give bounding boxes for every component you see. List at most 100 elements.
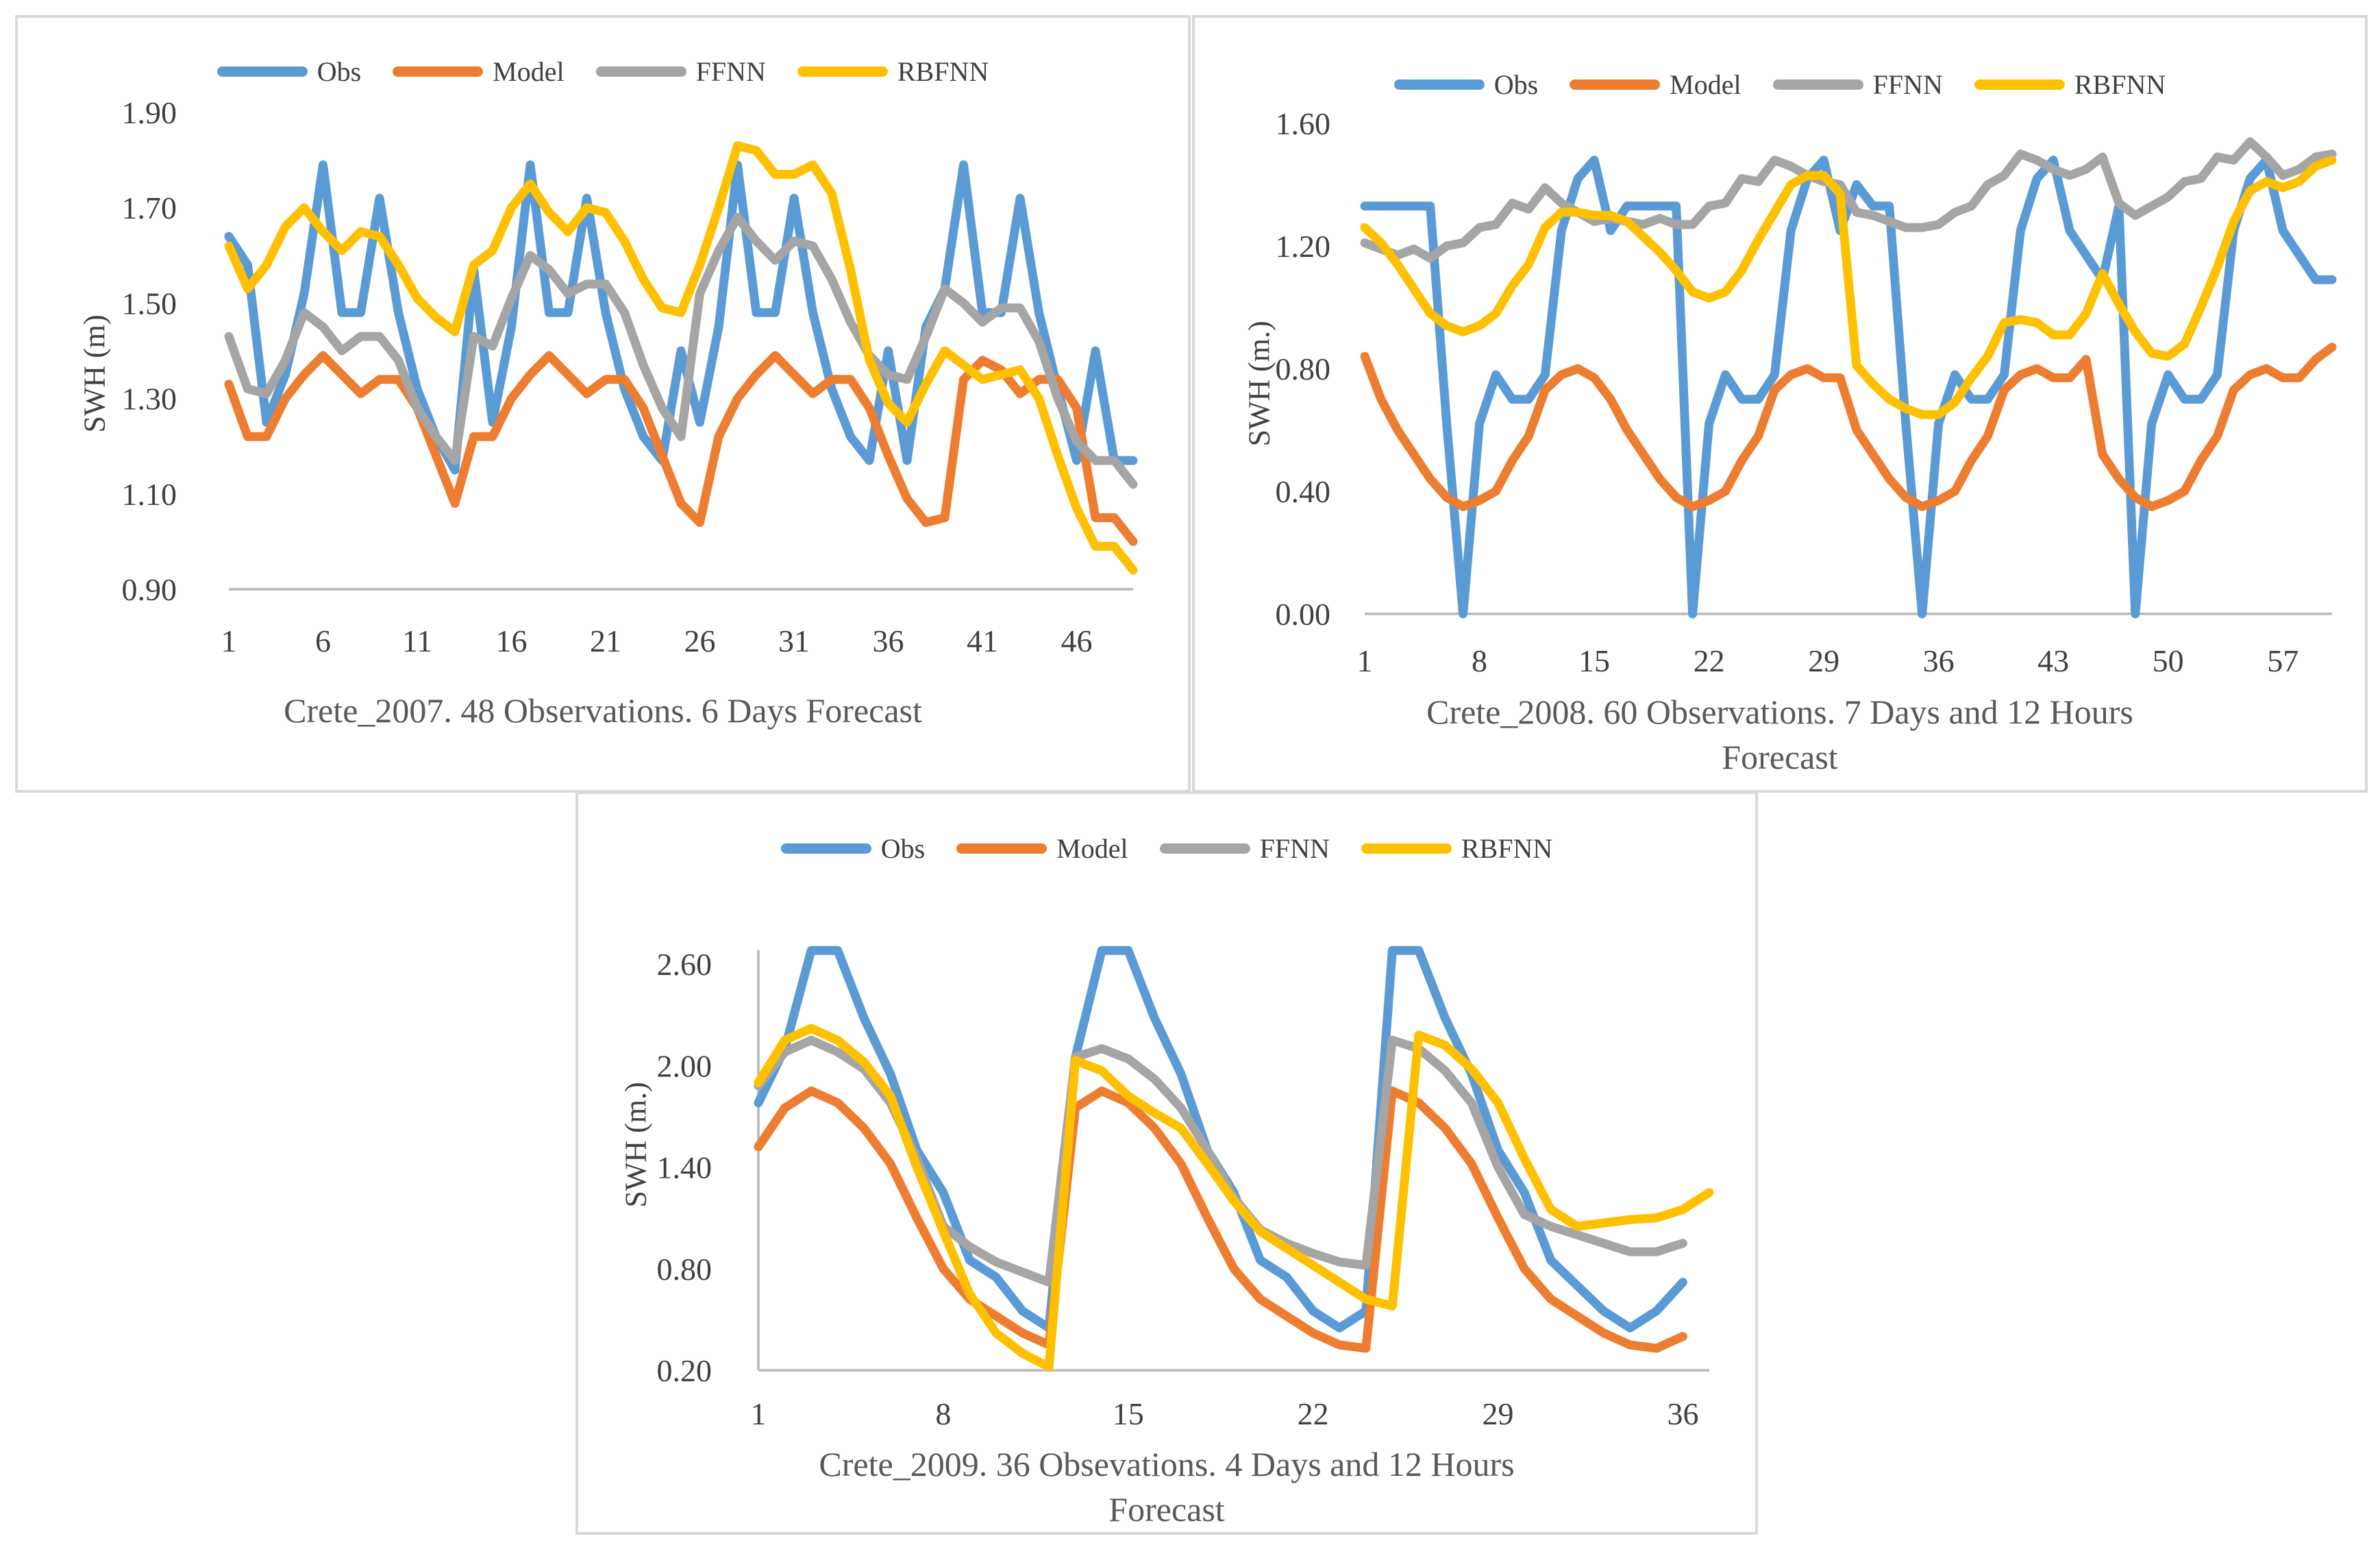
x-tick-label: 57: [2267, 643, 2298, 678]
y-tick-label: 1.50: [122, 286, 177, 321]
y-tick-label: 0.90: [122, 572, 177, 607]
x-tick-label: 1: [1357, 643, 1373, 678]
x-tick-label: 11: [402, 623, 432, 658]
series-line-rbfnn: [754, 1024, 1714, 1372]
legend-label-model: Model: [493, 56, 565, 87]
chart-panel-2009: Obs Model FFNN RBFNN SWH (m.) 0.20 0.80 1.…: [575, 791, 1758, 1535]
chart-title: Crete_2008. 60 Observations. 7 Days and …: [1195, 689, 2365, 780]
line-chart-2007: 0.901.101.301.501.701.901 6 11 16 21 26 31 36 41…: [122, 95, 1138, 658]
x-tick-label: 22: [1298, 1396, 1329, 1431]
legend: Obs Model FFNN RBFNN: [18, 55, 1188, 88]
x-tick-label: 29: [1808, 643, 1839, 678]
legend-swatch-obs: [780, 843, 871, 854]
legend-item-model: Model: [1570, 69, 1741, 101]
x-tick-label: 26: [684, 623, 716, 658]
legend-label-rbfnn: RBFNN: [1461, 833, 1553, 864]
legend-label-ffnn: FFNN: [1259, 833, 1330, 864]
legend: Obs Model FFNN RBFNN: [578, 832, 1755, 865]
chart-title-line-1: Crete_2009. 36 Obsevations. 4 Days and 1…: [819, 1445, 1515, 1483]
series-line-model: [1360, 343, 2337, 511]
series-line-ffnn: [224, 212, 1138, 489]
chart-panel-2007: Obs Model FFNN RBFNN SWH (m) 0.90 1.10 1.3…: [15, 15, 1191, 793]
line-chart-2009: 0.20 0.80 1.40 2.00 2.60 1 8 15 22 29 36: [657, 945, 1714, 1431]
y-tick-label: 0.80: [1276, 351, 1331, 386]
x-tick-label: 15: [1578, 643, 1610, 678]
legend-label-obs: Obs: [317, 56, 362, 87]
legend: Obs Model FFNN RBFNN: [1195, 69, 2365, 101]
y-tick-label: 1.10: [122, 477, 177, 512]
x-tick-label: 21: [590, 623, 621, 658]
x-tick-label: 43: [2037, 643, 2069, 678]
legend-item-ffnn: FFNN: [1772, 69, 1943, 101]
x-tick-label: 36: [873, 623, 904, 658]
y-tick-label: 1.60: [1276, 106, 1331, 141]
chart-title-line-1: Crete_2008. 60 Observations. 7 Days and …: [1426, 693, 2133, 731]
legend-swatch-rbfnn: [1361, 843, 1452, 854]
chart-title-line-2: Forecast: [1722, 738, 1838, 776]
y-tick-label: 1.30: [122, 382, 177, 417]
y-tick-label: 0.20: [657, 1353, 712, 1388]
legend-label-rbfnn: RBFNN: [2074, 69, 2166, 100]
legend-item-rbfnn: RBFNN: [797, 55, 989, 88]
legend-item-obs: Obs: [216, 55, 362, 88]
legend-swatch-model: [1570, 79, 1661, 90]
legend-item-model: Model: [393, 55, 565, 88]
y-tick-label: 0.80: [657, 1252, 712, 1287]
series-line-rbfnn: [1360, 156, 2337, 419]
line-chart-2008: 0.00 0.40 0.80 1.20 1.60 1 8 15 22 29 36 43 50 57: [1276, 106, 2337, 678]
y-tick-label: 2.60: [657, 947, 712, 982]
chart-panel-2008: Obs Model FFNN RBFNN SWH (m.) 0.00 0.40 0.…: [1192, 15, 2368, 793]
legend-swatch-model: [956, 843, 1048, 854]
x-tick-label: 8: [1472, 643, 1487, 678]
legend-swatch-ffnn: [595, 66, 686, 77]
x-tick-label: 50: [2153, 643, 2184, 678]
legend-item-rbfnn: RBFNN: [1974, 69, 2166, 101]
legend-swatch-rbfnn: [1974, 79, 2065, 90]
legend-swatch-rbfnn: [797, 66, 888, 77]
chart-title-line-2: Forecast: [1108, 1490, 1225, 1529]
x-tick-label: 22: [1694, 643, 1725, 678]
y-tick-label: 1.40: [657, 1150, 712, 1185]
legend-item-obs: Obs: [780, 832, 926, 865]
x-tick-label: 41: [967, 623, 998, 658]
series-line-obs: [1360, 156, 2337, 619]
series-line-model: [224, 351, 1138, 546]
y-tick-label: 2.00: [657, 1048, 712, 1083]
series-line-ffnn: [1360, 137, 2337, 263]
y-tick-label: 1.90: [122, 95, 177, 130]
legend-label-model: Model: [1670, 69, 1741, 100]
x-tick-label: 1: [751, 1396, 767, 1431]
legend-label-model: Model: [1056, 833, 1128, 864]
chart-title-line-1: Crete_2007. 48 Observations. 6 Days Fore…: [284, 691, 922, 730]
x-tick-label: 36: [1923, 643, 1955, 678]
legend-label-obs: Obs: [880, 833, 926, 864]
chart-title: Crete_2009. 36 Obsevations. 4 Days and 1…: [578, 1442, 1755, 1532]
series-line-rbfnn: [224, 141, 1138, 575]
x-tick-label: 31: [778, 623, 810, 658]
x-tick-label: 29: [1483, 1396, 1514, 1431]
legend-label-ffnn: FFNN: [1872, 69, 1943, 100]
y-tick-label: 1.70: [122, 190, 177, 225]
legend-swatch-ffnn: [1159, 843, 1250, 854]
legend-swatch-obs: [216, 66, 308, 77]
y-tick-label: 1.20: [1276, 229, 1331, 264]
chart-title: Crete_2007. 48 Observations. 6 Days Fore…: [18, 688, 1188, 733]
y-tick-label: 0.40: [1276, 474, 1331, 509]
legend-label-rbfnn: RBFNN: [897, 56, 989, 87]
legend-label-ffnn: FFNN: [695, 56, 766, 87]
y-tick-label: 0.00: [1276, 597, 1331, 632]
series-line-obs: [754, 945, 1687, 1333]
legend-swatch-model: [393, 66, 484, 77]
x-tick-label: 46: [1061, 623, 1093, 658]
x-tick-label: 36: [1667, 1396, 1698, 1431]
legend-item-obs: Obs: [1393, 69, 1539, 101]
legend-item-ffnn: FFNN: [1159, 832, 1330, 865]
legend-item-ffnn: FFNN: [595, 55, 766, 88]
series-line-obs: [224, 160, 1138, 475]
legend-label-obs: Obs: [1493, 69, 1539, 100]
x-tick-label: 1: [221, 623, 237, 658]
legend-swatch-obs: [1393, 79, 1485, 90]
legend-item-model: Model: [956, 832, 1128, 865]
legend-swatch-ffnn: [1772, 79, 1863, 90]
x-tick-label: 6: [315, 623, 331, 658]
